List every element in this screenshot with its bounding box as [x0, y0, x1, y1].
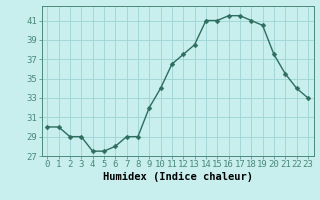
X-axis label: Humidex (Indice chaleur): Humidex (Indice chaleur): [103, 172, 252, 182]
